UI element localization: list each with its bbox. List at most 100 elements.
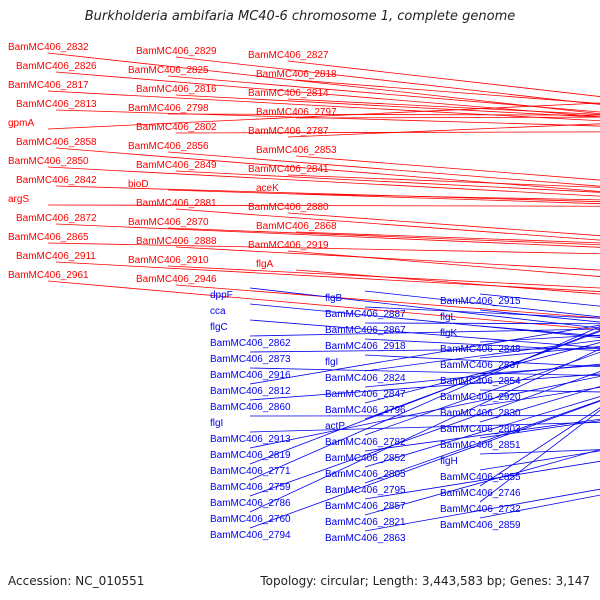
gene-label: bioD — [128, 179, 149, 190]
gene-label: BamMC406_2786 — [210, 498, 291, 509]
leader-line — [249, 287, 600, 329]
leader-line — [364, 449, 600, 516]
gene-label: dppF — [210, 290, 233, 301]
leader-line — [287, 60, 600, 97]
leader-line — [249, 415, 600, 417]
gene-label: BamMC406_2782 — [325, 437, 406, 448]
leader-line — [287, 212, 600, 237]
gene-label: BamMC406_2812 — [210, 386, 291, 397]
gene-label: BamMC406_2849 — [136, 160, 217, 171]
gene-label: BamMC406_2795 — [325, 485, 406, 496]
gene-label: BamMC406_2814 — [248, 88, 329, 99]
leader-line — [364, 322, 600, 325]
leader-line — [167, 189, 600, 205]
gene-label: BamMC406_2798 — [128, 103, 209, 114]
gene-label: BamMC406_2911 — [16, 251, 96, 262]
leader-line — [47, 102, 600, 130]
leader-line — [249, 326, 600, 481]
gene-label: BamMC406_2827 — [248, 50, 329, 61]
leader-line — [364, 400, 600, 484]
leader-line — [175, 208, 600, 241]
gene-label: BamMC406_2916 — [210, 370, 291, 381]
leader-line — [167, 75, 600, 113]
gene-label: BamMC406_2802 — [136, 122, 217, 133]
leader-line — [295, 231, 600, 244]
gene-label: BamMC406_2819 — [210, 450, 291, 461]
gene-label: BamMC406_2824 — [325, 373, 406, 384]
leader-line — [364, 290, 600, 318]
leader-line — [47, 52, 600, 115]
gene-label: BamMC406_2961 — [8, 270, 89, 281]
leader-line — [364, 418, 600, 452]
leader-line — [249, 421, 600, 433]
gene-label: BamMC406_2853 — [256, 145, 337, 156]
gene-label: BamMC406_2818 — [256, 69, 337, 80]
leader-line — [295, 116, 600, 119]
leader-line — [295, 193, 600, 201]
gene-label: BamMC406_2860 — [210, 402, 291, 413]
leader-line — [55, 109, 600, 127]
leader-line — [479, 407, 600, 487]
leader-line — [175, 170, 600, 193]
leader-line — [364, 351, 600, 436]
gene-label: BamMC406_2759 — [210, 482, 291, 493]
gene-label: cca — [210, 306, 226, 317]
leader-line — [249, 324, 600, 385]
gene-label: flgB — [325, 293, 343, 304]
gene-label: BamMC406_2918 — [325, 341, 406, 352]
leader-line — [175, 284, 600, 319]
leader-line — [249, 367, 600, 377]
leader-line — [364, 339, 600, 372]
leader-line — [55, 147, 600, 192]
leader-line — [47, 280, 600, 331]
gene-label: BamMC406_2859 — [440, 520, 521, 531]
leader-line — [364, 488, 600, 532]
gene-label: BamMC406_2862 — [210, 338, 291, 349]
gene-label: BamMC406_2863 — [325, 533, 406, 544]
leader-line — [249, 329, 600, 465]
gene-label: BamMC406_2732 — [440, 504, 521, 515]
leader-line — [249, 348, 600, 513]
leader-line — [287, 174, 600, 188]
gene-label: BamMC406_2946 — [136, 274, 217, 285]
leader-line — [249, 400, 600, 529]
gene-label: BamMC406_2868 — [256, 221, 337, 232]
leader-line — [55, 71, 600, 118]
gene-label: BamMC406_2760 — [210, 514, 291, 525]
leader-line — [47, 166, 600, 197]
leader-line — [249, 328, 600, 337]
gene-label: BamMC406_2881 — [136, 198, 217, 209]
gene-label: BamMC406_2856 — [128, 141, 209, 152]
leader-line — [364, 338, 600, 352]
gene-label: BamMC406_2915 — [440, 296, 521, 307]
leader-line — [55, 185, 600, 203]
leader-line — [167, 151, 600, 187]
gene-label: BamMC406_2913 — [210, 434, 291, 445]
gene-label: flgI — [325, 357, 338, 368]
gene-label: BamMC406_2910 — [128, 255, 209, 266]
leader-line — [287, 123, 600, 138]
gene-label: BamMC406_2865 — [8, 232, 89, 243]
gene-label: BamMC406_2920 — [440, 392, 521, 403]
leader-line — [249, 319, 600, 349]
gene-label: argS — [8, 194, 29, 205]
gene-label: BamMC406_2797 — [256, 107, 337, 118]
label-layer: BamMC406_2832 BamMC406_2829 BamMC406_2827 B… — [8, 42, 600, 544]
gene-label: flgA — [256, 259, 274, 270]
gene-label: flgI — [210, 418, 223, 429]
leader-line — [479, 409, 600, 503]
gene-label: BamMC406_2746 — [440, 488, 521, 499]
gene-label: BamMC406_2803 — [440, 424, 521, 435]
gene-label: BamMC406_2837 — [440, 360, 521, 371]
leader-line — [47, 242, 600, 255]
gene-label: BamMC406_2855 — [440, 472, 521, 483]
leader-line — [47, 90, 600, 122]
gene-label: BamMC406_2829 — [136, 46, 217, 57]
gene-label: actP — [325, 421, 345, 432]
leader-line — [287, 250, 600, 277]
gene-label: aceK — [256, 183, 279, 194]
leader-line — [175, 56, 600, 105]
gene-label: BamMC406_2873 — [210, 354, 291, 365]
leader-line — [364, 396, 600, 468]
gene-label: flgL — [440, 312, 457, 323]
